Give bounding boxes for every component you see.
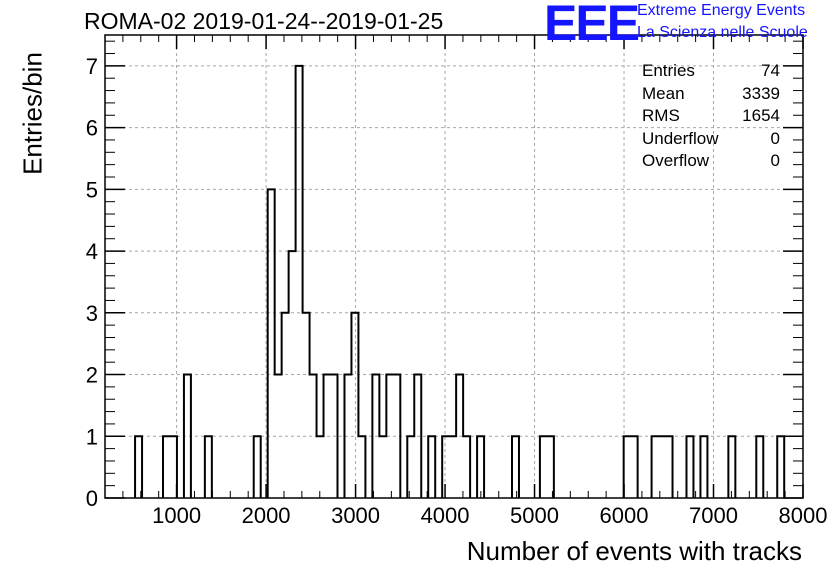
y-tick-label: 5 — [86, 177, 98, 202]
x-tick-label: 4000 — [421, 503, 470, 528]
stat-value: 1654 — [742, 106, 780, 125]
y-tick-label: 6 — [86, 116, 98, 141]
stat-overflow: Overflow 0 — [642, 150, 780, 173]
plot-frame — [104, 34, 804, 499]
stat-label: Underflow — [642, 128, 719, 148]
x-axis-label: Number of events with tracks — [466, 536, 802, 566]
axis-ticks — [105, 35, 804, 499]
stat-label: Entries — [642, 61, 695, 80]
y-tick-label: 1 — [86, 424, 98, 449]
x-tick-label: 5000 — [510, 503, 559, 528]
stat-label: Overflow — [642, 151, 710, 170]
stat-value: 74 — [761, 61, 780, 80]
chart-title: ROMA-02 2019-01-24--2019-01-25 — [84, 8, 444, 34]
stat-rms: RMS 1654 — [642, 105, 780, 128]
stat-mean: Mean 3339 — [642, 83, 780, 106]
y-tick-label: 7 — [86, 54, 98, 79]
stats-box: Entries 74 Mean 3339 RMS 1654 Underflow 0 Ov… — [642, 60, 780, 173]
stat-value: 0 — [770, 151, 780, 170]
stat-underflow: Underflow 0 — [642, 128, 780, 151]
x-tick-label: 7000 — [689, 503, 738, 528]
x-tick-label: 6000 — [600, 503, 649, 528]
y-tick-label: 2 — [86, 363, 98, 388]
y-tick-labels: 0 1 2 3 4 5 6 7 — [86, 54, 98, 511]
y-axis-label: Entries/bin — [17, 52, 48, 175]
x-tick-label: 2000 — [242, 503, 291, 528]
logo-line-1: Extreme Energy Events — [637, 2, 806, 19]
x-tick-label: 1000 — [152, 503, 201, 528]
stat-value: 3339 — [742, 83, 780, 103]
y-tick-label: 4 — [86, 239, 98, 264]
x-tick-label: 3000 — [331, 503, 380, 528]
stat-value: 0 — [770, 128, 780, 148]
stat-label: RMS — [642, 106, 680, 125]
eee-logo: EEE — [544, 0, 640, 51]
logo-line-2: La Scienza nelle Scuole — [637, 24, 808, 41]
x-tick-label: 8000 — [779, 503, 828, 528]
stat-entries: Entries 74 — [642, 60, 780, 83]
stat-label: Mean — [642, 83, 685, 103]
histogram-line — [134, 64, 786, 498]
y-tick-label: 0 — [86, 486, 98, 511]
y-tick-label: 3 — [86, 301, 98, 326]
x-tick-labels: 1000 2000 3000 4000 5000 6000 7000 8000 — [152, 503, 827, 528]
